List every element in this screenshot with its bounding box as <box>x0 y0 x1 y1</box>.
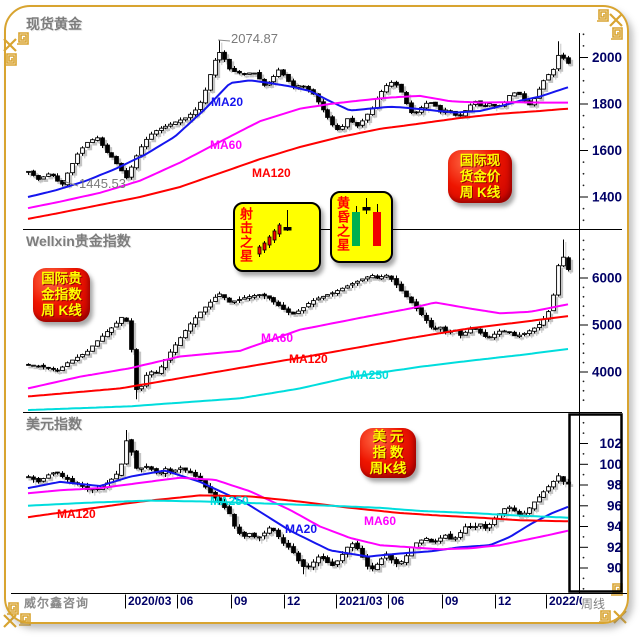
ma-label-ma120: MA120 <box>57 507 96 521</box>
pane-title-usd-index: 美元指数 <box>26 416 82 432</box>
y-axis-pane0: 2000 1800 1600 1400 <box>579 33 622 222</box>
svg-text:1800: 1800 <box>592 97 622 112</box>
timeline-label: 06 <box>180 594 194 608</box>
price-annotation-high: 2074.87 <box>231 31 278 46</box>
svg-text:6000: 6000 <box>592 271 622 286</box>
ma-label-ma60: MA60 <box>210 138 243 152</box>
badge-usd-weekly-kline[interactable]: 美 元 指 数 周K线 <box>360 428 416 478</box>
shooting-star-art-icon <box>257 210 292 257</box>
svg-text:1600: 1600 <box>592 143 622 158</box>
badge-line: 周 K线 <box>459 184 501 200</box>
ma-label-ma250: MA250 <box>210 494 249 508</box>
badge-line: 周K线 <box>369 461 407 476</box>
callout-evening-star-label: 黄昏之星 <box>335 196 350 252</box>
active-pane-axis-box[interactable] <box>568 413 623 593</box>
badge-gold-weekly-kline[interactable]: 国际现 货金价 周 K线 <box>448 150 512 203</box>
ma-label-ma60: MA60 <box>261 331 294 345</box>
timeline-label: 06 <box>391 594 405 608</box>
ma-label-ma20: MA20 <box>285 522 318 536</box>
ma-line-ma60-pane0 <box>27 94 568 210</box>
callout-shooting-star-label: 射击之星 <box>238 207 253 263</box>
svg-text:4000: 4000 <box>592 365 622 380</box>
y-axis-pane2: 102 100 98 96 94 92 90 <box>579 421 623 590</box>
ma-line-ma120-pane0 <box>27 107 569 220</box>
badge-line: 美 元 <box>372 429 404 444</box>
ma-label-ma250: MA250 <box>350 368 389 382</box>
svg-text:98: 98 <box>607 478 623 493</box>
svg-text:94: 94 <box>607 519 623 534</box>
evening-star-art-icon <box>352 198 381 246</box>
badge-line: 周 K线 <box>41 303 82 318</box>
ma-line-ma60-pane2 <box>27 476 569 551</box>
pane-title-spot-gold: 现货黄金 <box>26 16 82 32</box>
ma-line-ma250-pane1 <box>27 348 569 411</box>
ma-line-ma60-pane1 <box>27 301 569 390</box>
timeline-label: 12 <box>498 594 512 608</box>
ma-label-ma120: MA120 <box>252 166 291 180</box>
callout-shooting-star[interactable]: 射击之星 <box>233 202 321 272</box>
ma-line-ma120-pane2 <box>27 494 569 523</box>
timeline-label: 09 <box>445 594 459 608</box>
badge-line: 国际现 <box>459 152 501 168</box>
timeline-label: 2020/03 <box>128 594 172 608</box>
svg-text:92: 92 <box>607 540 622 555</box>
badge-index-weekly-kline[interactable]: 国际贵 金指数 周 K线 <box>33 268 90 322</box>
svg-text:102: 102 <box>599 436 622 451</box>
timeline-label: 12 <box>287 594 301 608</box>
brand-label: 威尔鑫咨询 <box>24 596 90 610</box>
timeline-label: 2021/03 <box>339 594 383 608</box>
y-axis-pane1: 6000 5000 4000 <box>579 239 622 402</box>
badge-line: 国际贵 <box>41 271 82 286</box>
svg-text:2000: 2000 <box>592 50 622 65</box>
svg-text:5000: 5000 <box>592 318 622 333</box>
ma-line-ma120-pane1 <box>27 315 569 398</box>
grid-lines <box>11 33 628 609</box>
callout-evening-star[interactable]: 黄昏之星 <box>330 191 393 263</box>
ma-line-ma20-pane2 <box>27 469 569 558</box>
badge-line: 金指数 <box>41 287 82 302</box>
svg-text:96: 96 <box>607 498 623 513</box>
svg-text:1400: 1400 <box>592 190 622 205</box>
timeline-label: 2022/03 <box>549 594 582 608</box>
annotation-leader-lines <box>62 39 231 187</box>
corner-ornament-top-right <box>597 9 623 40</box>
ma-line-ma250-pane2 <box>27 499 569 519</box>
badge-line: 货金价 <box>459 168 501 184</box>
ma-label-ma120: MA120 <box>289 352 328 366</box>
ma-label-ma20: MA20 <box>211 95 244 109</box>
svg-text:90: 90 <box>607 561 622 576</box>
ma-label-ma60: MA60 <box>364 514 397 528</box>
ma-line-ma20-pane0 <box>27 79 569 198</box>
pane-title-wellxin-index: Wellxin贵金指数 <box>26 233 131 249</box>
svg-text:100: 100 <box>599 457 622 472</box>
price-annotation-low: 1445.53 <box>79 176 126 191</box>
badge-line: 指 数 <box>372 445 404 460</box>
corner-ornament-top-left <box>3 32 29 66</box>
timeline-label: 09 <box>234 594 248 608</box>
period-label: 周线 <box>581 597 606 611</box>
